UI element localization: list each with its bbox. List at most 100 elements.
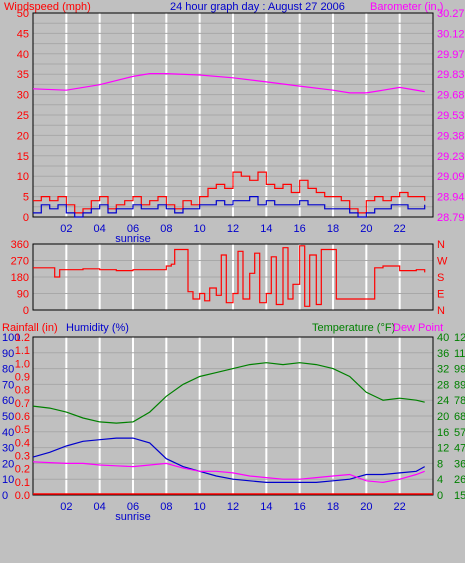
fahrenheit-tick-label: 57 (454, 427, 465, 439)
x-tick-label: 08 (160, 501, 172, 513)
temperature-humidity-plot: 01020304050607080901000.00.10.20.30.40.5… (2, 332, 465, 523)
windspeed-axis-label: Windspeed (mph) (4, 1, 91, 13)
x-tick-label: 04 (94, 223, 106, 235)
celsius-tick-label: 40 (437, 332, 449, 344)
barometer-tick-label: 29.53 (437, 110, 465, 122)
rainfall-tick-label: 0.7 (15, 398, 30, 410)
fahrenheit-tick-label: 36 (454, 458, 465, 470)
wind-average-line (33, 196, 426, 218)
x-tick-label: 14 (260, 501, 272, 513)
rainfall-tick-label: 0.8 (15, 385, 30, 397)
humidity-tick-label: 90 (2, 348, 14, 360)
fahrenheit-tick-label: 120 (454, 332, 465, 344)
windspeed-tick-label: 50 (17, 8, 29, 20)
compass-tick-label: N (437, 305, 445, 317)
rainfall-axis-label: Rainfall (in) (2, 322, 58, 334)
rainfall-tick-label: 0.9 (15, 372, 30, 384)
celsius-tick-label: 16 (437, 427, 449, 439)
windspeed-tick-label: 25 (17, 110, 29, 122)
plot-frame (32, 243, 434, 311)
compass-tick-label: S (437, 272, 444, 284)
barometer-tick-label: 28.94 (437, 192, 465, 204)
compass-tick-label: N (437, 239, 445, 251)
humidity-tick-label: 50 (2, 411, 14, 423)
wind-gust-line (33, 171, 426, 214)
x-tick-label: 02 (60, 501, 72, 513)
plot-frame (32, 12, 434, 218)
rainfall-tick-label: 0.5 (15, 424, 30, 436)
temperature-axis-label: Temperature (°F) (312, 322, 395, 334)
dewpoint-axis-label: Dew Point (393, 322, 443, 334)
x-tick-label: 14 (260, 223, 272, 235)
direction-tick-label: 360 (11, 239, 29, 251)
rainfall-tick-label: 0.1 (15, 477, 30, 489)
x-tick-label: 20 (360, 501, 372, 513)
x-tick-label: 20 (360, 223, 372, 235)
rainfall-tick-label: 1.2 (15, 332, 30, 344)
direction-tick-label: 90 (17, 289, 29, 301)
x-tick-label: 06 (127, 501, 139, 513)
humidity-tick-label: 10 (2, 474, 14, 486)
x-tick-label: 18 (327, 501, 339, 513)
humidity-tick-label: 40 (2, 427, 14, 439)
fahrenheit-tick-label: 68 (454, 411, 465, 423)
windspeed-tick-label: 20 (17, 130, 29, 142)
wind-barometer-plot: 0 5 10 15 20 25 30 35 40 45 50 28.79 28.94 29.09 29.23… (17, 8, 465, 245)
celsius-tick-label: 12 (437, 443, 449, 455)
celsius-tick-label: 24 (437, 395, 449, 407)
humidity-tick-label: 80 (2, 364, 14, 376)
fahrenheit-tick-label: 110 (454, 348, 465, 360)
rainfall-tick-label: 0.2 (15, 464, 30, 476)
celsius-tick-label: 20 (437, 411, 449, 423)
x-tick-label: 18 (327, 223, 339, 235)
compass-tick-label: E (437, 289, 444, 301)
fahrenheit-tick-label: 89 (454, 379, 465, 391)
windspeed-tick-label: 10 (17, 171, 29, 183)
barometer-tick-label: 30.12 (437, 28, 465, 40)
x-tick-label: 04 (94, 501, 106, 513)
x-tick-label: 22 (394, 223, 406, 235)
humidity-axis-label: Humidity (%) (66, 322, 129, 334)
barometer-axis-label: Barometer (in.) (370, 1, 443, 13)
x-tick-label: 08 (160, 223, 172, 235)
celsius-tick-label: 4 (437, 474, 443, 486)
rainfall-tick-label: 0.0 (15, 490, 30, 502)
windspeed-tick-label: 40 (17, 49, 29, 61)
barometer-tick-label: 29.68 (437, 90, 465, 102)
direction-tick-label: 270 (11, 256, 29, 268)
barometer-tick-label: 29.38 (437, 130, 465, 142)
rainfall-tick-label: 1.0 (15, 358, 30, 370)
humidity-tick-label: 0 (2, 490, 8, 502)
humidity-tick-label: 70 (2, 379, 14, 391)
wind-direction-line (33, 245, 426, 307)
humidity-tick-label: 60 (2, 395, 14, 407)
x-tick-label: 16 (294, 223, 306, 235)
rainfall-tick-label: 0.3 (15, 451, 30, 463)
x-tick-label: 06 (127, 223, 139, 235)
humidity-line (32, 437, 425, 483)
barometer-tick-label: 29.97 (437, 49, 465, 61)
windspeed-tick-label: 15 (17, 151, 29, 163)
barometer-line (32, 72, 425, 94)
humidity-tick-label: 30 (2, 443, 14, 455)
sunrise-label: sunrise (115, 233, 150, 245)
barometer-tick-label: 29.83 (437, 69, 465, 81)
celsius-tick-label: 36 (437, 348, 449, 360)
barometer-tick-label: 30.27 (437, 8, 465, 20)
windspeed-tick-label: 45 (17, 28, 29, 40)
direction-tick-label: 0 (23, 305, 29, 317)
windspeed-tick-label: 5 (23, 192, 29, 204)
celsius-tick-label: 32 (437, 364, 449, 376)
humidity-tick-label: 100 (2, 332, 20, 344)
rainfall-tick-label: 1.1 (15, 345, 30, 357)
barometer-tick-label: 29.23 (437, 151, 465, 163)
compass-tick-label: W (437, 256, 448, 268)
dewpoint-line (32, 461, 425, 484)
fahrenheit-tick-label: 47 (454, 443, 465, 455)
chart-title: 24 hour graph day : August 27 2006 (170, 1, 345, 13)
celsius-tick-label: 28 (437, 379, 449, 391)
x-tick-label: 16 (294, 501, 306, 513)
barometer-tick-label: 29.09 (437, 171, 465, 183)
